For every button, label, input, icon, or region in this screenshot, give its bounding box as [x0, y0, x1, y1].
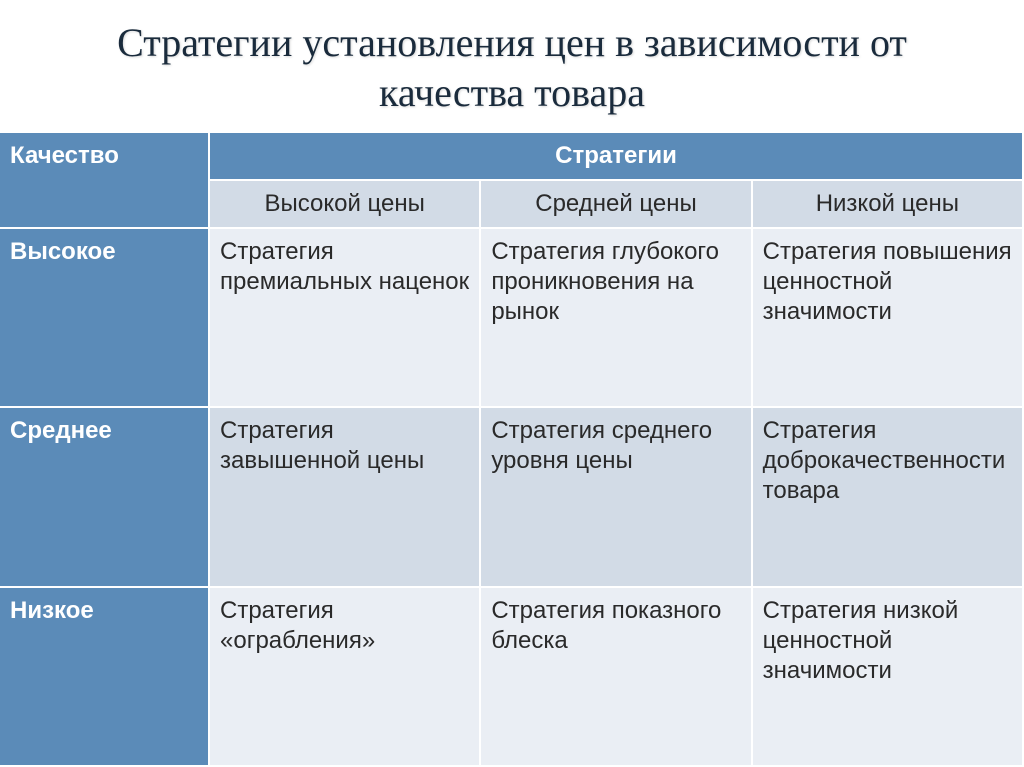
row-label-high: Высокое — [0, 229, 210, 408]
cell-low-high: Стратегия «ограбления» — [210, 588, 481, 767]
header-strategies: Стратегии — [210, 133, 1024, 181]
cell-low-low: Стратегия низкой ценностной значимости — [753, 588, 1024, 767]
slide: Стратегии установления цен в зависимости… — [0, 0, 1024, 767]
strategy-table: Качество Стратегии Высокой цены Средней … — [0, 132, 1024, 767]
cell-high-low: Стратегия повышения ценностной значимост… — [753, 229, 1024, 408]
cell-high-mid: Стратегия глубокого проникновения на рын… — [481, 229, 752, 408]
subheader-high-price: Высокой цены — [210, 181, 481, 229]
slide-title: Стратегии установления цен в зависимости… — [0, 0, 1024, 132]
cell-mid-high: Стратегия завышенной цены — [210, 408, 481, 587]
cell-mid-mid: Стратегия среднего уровня цены — [481, 408, 752, 587]
subheader-mid-price: Средней цены — [481, 181, 752, 229]
header-quality: Качество — [0, 133, 210, 229]
cell-high-high: Стратегия премиальных наценок — [210, 229, 481, 408]
cell-low-mid: Стратегия показного блеска — [481, 588, 752, 767]
cell-mid-low: Стратегия доброкачественности товара — [753, 408, 1024, 587]
row-label-low: Низкое — [0, 588, 210, 767]
subheader-low-price: Низкой цены — [753, 181, 1024, 229]
row-label-mid: Среднее — [0, 408, 210, 587]
